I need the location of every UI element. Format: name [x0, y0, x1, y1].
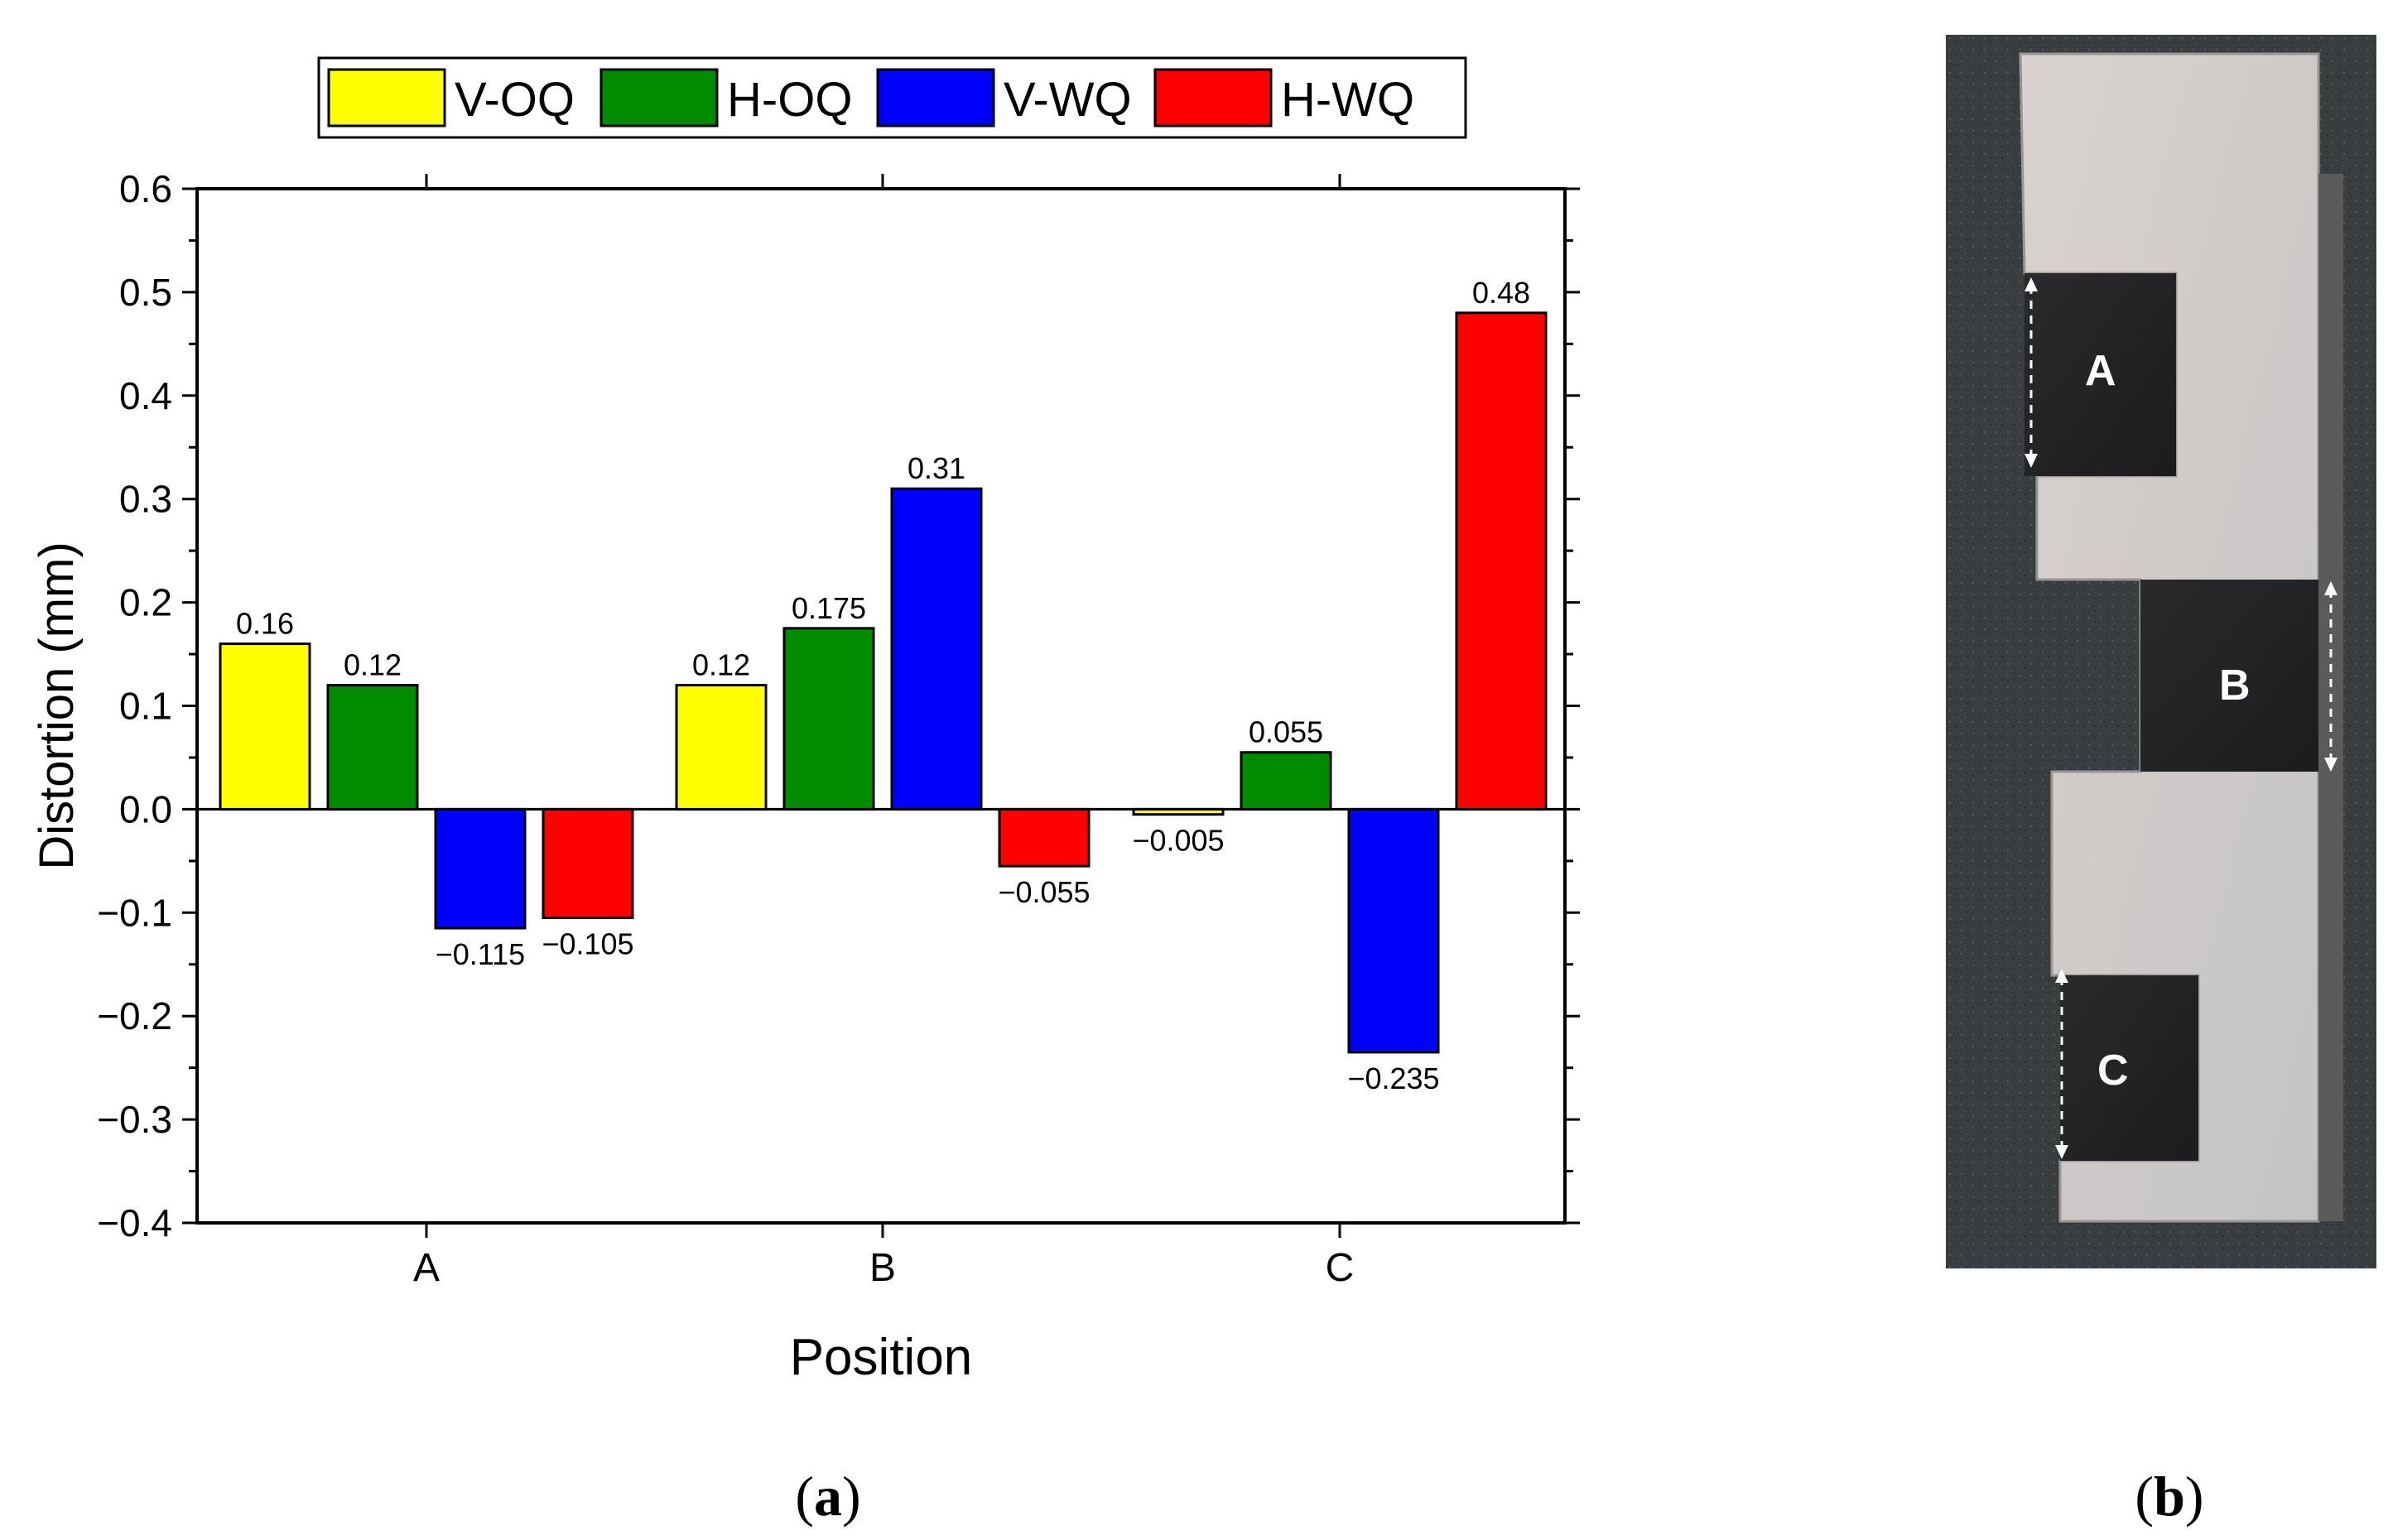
y-tick-label: −0.2	[97, 994, 172, 1037]
y-tick-label: 0.2	[119, 581, 172, 624]
data-label: −0.105	[542, 927, 633, 961]
x-tick-label: B	[869, 1246, 896, 1290]
y-tick-label: −0.3	[97, 1098, 172, 1141]
bar-v-wq-b	[890, 487, 983, 811]
bar-v-oq-c	[1132, 807, 1225, 816]
data-label: 0.16	[236, 607, 294, 641]
specimen-photo: A B C	[1946, 35, 2376, 1268]
data-label: −0.115	[436, 937, 525, 971]
legend-label-v-oq: V-OQ	[455, 73, 575, 127]
photo-label-b: B	[2219, 662, 2251, 710]
y-axis-title: Distortion (mm)	[30, 541, 84, 869]
caption-a-letter: a	[814, 1465, 842, 1528]
data-label: 0.12	[692, 648, 750, 682]
legend-label-h-oq: H-OQ	[727, 73, 852, 127]
legend-label-v-wq: V-WQ	[1004, 73, 1132, 127]
x-tick-label: A	[413, 1246, 440, 1290]
y-tick-label: 0.6	[119, 167, 172, 210]
caption-a: (a)	[795, 1465, 860, 1528]
photo-label-a: A	[2085, 347, 2116, 395]
bar-v-oq-b	[675, 684, 768, 811]
y-tick-label: −0.4	[97, 1201, 172, 1244]
arrow-heads	[2025, 277, 2337, 1159]
y-tick-label: 0.1	[119, 685, 172, 728]
y-tick-label: 0.0	[119, 787, 172, 830]
bar-v-wq-c	[1347, 807, 1440, 1054]
bar-v-oq-a	[219, 642, 311, 811]
y-tick-label: −0.1	[97, 891, 172, 934]
data-label: 0.48	[1472, 276, 1530, 310]
y-tick-label: 0.4	[119, 374, 172, 417]
pocket-c	[2060, 975, 2198, 1161]
data-label: 0.12	[344, 648, 402, 682]
x-axis-title: Position	[790, 1329, 973, 1386]
data-label: −0.005	[1132, 824, 1224, 858]
bar-h-oq-b	[782, 627, 875, 811]
bar-h-wq-a	[542, 807, 634, 920]
pocket-a	[2025, 273, 2176, 476]
bar-h-oq-a	[326, 684, 419, 811]
x-tick-label: C	[1326, 1246, 1355, 1290]
data-label: 0.055	[1249, 715, 1323, 749]
pocket-b	[2140, 580, 2318, 772]
y-tick-label: 0.5	[119, 271, 172, 314]
legend-swatch-h-oq	[599, 68, 719, 128]
bar-h-wq-c	[1455, 311, 1548, 811]
bar-h-oq-c	[1240, 751, 1332, 811]
legend: V-OQ H-OQ V-WQ H-WQ	[317, 56, 1467, 139]
data-label: 0.31	[908, 451, 965, 485]
bar-h-wq-b	[998, 807, 1090, 868]
data-label: −0.055	[998, 875, 1090, 909]
legend-swatch-h-wq	[1153, 68, 1273, 128]
data-label: 0.175	[792, 591, 866, 625]
caption-b: (b)	[2135, 1465, 2203, 1528]
photo-label-c: C	[2097, 1047, 2129, 1095]
data-label: −0.235	[1347, 1061, 1439, 1095]
legend-label-h-wq: H-WQ	[1281, 73, 1414, 127]
y-tick-label: 0.3	[119, 478, 172, 521]
caption-b-letter: b	[2154, 1465, 2185, 1528]
legend-swatch-v-wq	[876, 68, 995, 128]
plot-area: −0.4 −0.3 −0.2 −0.1 0.0 0.1 0.2 0.3 0.4 0.5 0.6 A B C…	[30, 167, 1580, 1386]
bar-v-wq-a	[434, 807, 527, 930]
legend-swatch-v-oq	[327, 68, 446, 128]
